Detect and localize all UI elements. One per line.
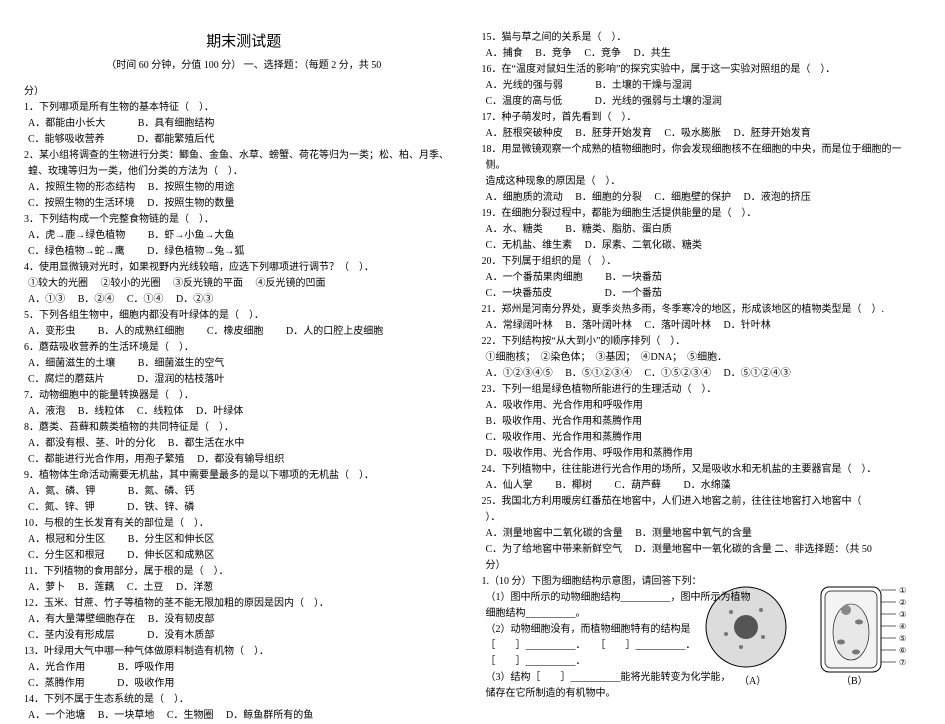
question-line: 17．种子萌发时，首先看到（ ）．: [482, 110, 922, 126]
option-line: C．氮、锌、钾 D．铁、锌、磷: [24, 500, 464, 516]
option-line: A．一个池塘 B．一块草地 C．生物圈 D．鲸鱼群所有的鱼: [24, 708, 464, 724]
cell-b-icon: ① ② ③ ④ ⑤ ⑥ ⑦: [821, 586, 906, 672]
question-line: 20．下列属于组织的是（ ）．: [482, 254, 922, 270]
option-line: A．①②③④⑤ B．⑤①②③④ C．①⑤②③④ D．⑤①②④③: [482, 366, 922, 382]
exam-subtitle: （时间 60 分钟，分值 100 分） 一、选择题：（每题 2 分，共 50: [24, 58, 464, 74]
svg-text:①: ①: [899, 586, 906, 595]
option-line: D．吸收作用、光合作用、呼吸作用和蒸腾作用: [482, 446, 922, 462]
option-line: A．一个番茄果肉细胞 B．一块番茄: [482, 270, 922, 286]
option-line: A．根冠和分生区 B．分生区和伸长区: [24, 532, 464, 548]
question-line: 19．在细胞分裂过程中，都能为细胞生活提供能量的是（ ）．: [482, 206, 922, 222]
option-line: A．氮、磷、钾 B．氮、磷、钙: [24, 484, 464, 500]
question-line: 22．下列结构按“从大到小”的顺序排列（ ）．: [482, 334, 922, 350]
question-line: 9．植物体生命活动需要无机盐，其中需要量最多的是以下哪项的无机盐（ ）．: [24, 468, 464, 484]
option-line: A．测量地窖中二氧化碳的含量 B．测量地窖中氧气的含量: [482, 526, 922, 542]
diagram-caption-b: （B）: [841, 675, 868, 687]
option-line: A．吸收作用、光合作用和呼吸作用: [482, 398, 922, 414]
option-line: 蝗、玫瑰等归为一类，他们分类的方法为（ ）．: [24, 164, 464, 180]
svg-text:③: ③: [899, 610, 906, 619]
question-line: 6．蘑菇吸收营养的生活环境是（ ）．: [24, 340, 464, 356]
option-line: C．按照生物的生活环境 D．按照生物的数量: [24, 196, 464, 212]
question-line: 7．动物细胞中的能量转换器是（ ）．: [24, 388, 464, 404]
option-line: A．细胞质的流动 B．细胞的分裂 C．细胞壁的保护 D．液泡的挤压: [482, 190, 922, 206]
option-line: A．液泡 B．线粒体 C．线粒体 D．叶绿体: [24, 404, 464, 420]
question-line: 2．某小组将调查的生物进行分类：鲫鱼、金鱼、水草、螃蟹、荷花等归为一类；松、柏、…: [24, 148, 464, 164]
question-line: 10．与根的生长发育有关的部位是（ ）．: [24, 516, 464, 532]
option-line: A．变形虫 B．人的成熟红细胞 C．橡皮细胞 D．人的口腔上皮细胞: [24, 324, 464, 340]
option-line: C．能够吸收营养 D．都能繁殖后代: [24, 132, 464, 148]
exam-title: 期末测试题: [24, 30, 464, 54]
question-line: 18．用显微镜观察一个成熟的植物细胞时，你会发现细胞核不在细胞的中央，而是位于细…: [482, 142, 922, 158]
option-line: A．虎→鹿→绿色植物 B．虾→小鱼→大鱼: [24, 228, 464, 244]
left-column-content: 1．下列哪项是所有生物的基本特征（ ）．A．都能由小长大 B．具有细胞结构C．能…: [24, 100, 464, 724]
option-line: 造成这种现象的原因是（ ）．: [482, 174, 922, 190]
option-line: A．仙人掌 B．椰树 C．葫芦藓 D．水绵藻: [482, 478, 922, 494]
option-line: C．一块番茄皮 D．一个番茄: [482, 286, 922, 302]
option-line: ①细胞核； ②染色体； ③基因； ④DNA； ⑤细胞．: [482, 350, 922, 366]
option-line: 侧。: [482, 158, 922, 174]
option-line: A．常绿阔叶林 B．落叶阔叶林 C．落叶阔叶林 D．针叶林: [482, 318, 922, 334]
question-line: 24．下列植物中，往往能进行光合作用的场所，又是吸收水和无机盐的主要器官是（ ）…: [482, 462, 922, 478]
option-line: A．①③ B．②④ C．①④ D．②③: [24, 292, 464, 308]
question-line: 11．下列植物的食用部分，属于根的是（ ）．: [24, 564, 464, 580]
question-line: 13．叶绿用大气中哪一种气体做原料制造有机物（ ）．: [24, 644, 464, 660]
question-line: 16．在“温度对鼠妇生活的影响”的探究实验中，属于这一实验对照组的是（ ）．: [482, 62, 922, 78]
option-line: C．为了给地窖中带来新鲜空气 D．测量地窖中一氧化碳的含量 二、非选择题：（共 …: [482, 542, 922, 558]
option-line: C．腐烂的蘑菇片 D．湿润的枯枝落叶: [24, 372, 464, 388]
option-line: ）．: [482, 510, 922, 526]
option-line: A．细菌滋生的土壤 B．细菌滋生的空气: [24, 356, 464, 372]
question-line: 3．下列结构成一个完整食物链的是（ ）．: [24, 212, 464, 228]
svg-text:⑦: ⑦: [899, 658, 906, 667]
question-line: 21．郑州是河南分界处，夏季炎热多雨，冬季寒冷的地区，形成该地区的植物类型是（ …: [482, 302, 922, 318]
option-line: C．都能进行光合作用，用孢子繁殖 D．都没有输导组织: [24, 452, 464, 468]
question-line: 4．使用显微镜对光时，如果视野内光线较暗，应选下列哪项进行调节？（ ）．: [24, 260, 464, 276]
question-line: 1．下列哪项是所有生物的基本特征（ ）．: [24, 100, 464, 116]
option-line: C．无机盐、维生素 D．尿素、二氧化碳、糖类: [482, 238, 922, 254]
question-line: 5．下列各组生物中，细胞内都没有叶绿体的是（ ）．: [24, 308, 464, 324]
option-line: ①较大的光圈 ②较小的光圈 ③反光镜的平面 ④反光镜的凹面: [24, 276, 464, 292]
subtitle-right: 一、选择题：（每题 2 分，共 50: [244, 60, 382, 71]
question-line: 8．蘑类、苔藓和蕨类植物的共同特征是（ ）．: [24, 420, 464, 436]
option-line: C．温度的高与低 D．光线的强弱与土壤的湿润: [482, 94, 922, 110]
option-line: C．茎内没有形成层 D．没有木质部: [24, 628, 464, 644]
subtitle-tail: 分）: [24, 84, 464, 100]
option-line: A．光合作用 B．呼吸作用: [24, 660, 464, 676]
option-line: C．吸收作用、光合作用和蒸腾作用: [482, 430, 922, 446]
diagram-caption-a: （A）: [739, 675, 766, 687]
subtitle-left: （时间 60 分钟，分值 100 分）: [106, 60, 241, 71]
right-column-top: 15．猫与草之间的关系是（ ）．A．捕食 B．竞争 C．竞争 D．共生16．在“…: [482, 30, 922, 574]
option-line: A．水、糖类 B．糖类、脂肪、蛋白质: [482, 222, 922, 238]
option-line: A．按照生物的形态结构 B．按照生物的用途: [24, 180, 464, 196]
svg-text:⑥: ⑥: [899, 646, 906, 655]
svg-text:②: ②: [899, 598, 906, 607]
option-line: B．吸收作用、光合作用和蒸腾作用: [482, 414, 922, 430]
option-line: A．光线的强与弱 B．土壤的干燥与湿润: [482, 78, 922, 94]
option-line: A．都没有根、茎、叶的分化 B．都生活在水中: [24, 436, 464, 452]
option-line: A．捕食 B．竞争 C．竞争 D．共生: [482, 46, 922, 62]
question-line: 23．下列一组是绿色植物所能进行的生理活动（ ）．: [482, 382, 922, 398]
question-line: 25．我国北方利用暖房红番茄在地窖中，人们进入地窖之前，往往往地窖打入地窖中（: [482, 494, 922, 510]
option-line: C．蒸腾作用 D．吸收作用: [24, 676, 464, 692]
question-line: 15．猫与草之间的关系是（ ）．: [482, 30, 922, 46]
option-line: C．分生区和根冠 D．伸长区和成熟区: [24, 548, 464, 564]
option-line: A．萝卜 B．莲藕 C．土豆 D．洋葱: [24, 580, 464, 596]
svg-text:⑤: ⑤: [899, 634, 906, 643]
option-line: A．胚根突破种皮 B．胚芽开始发育 C．吸水膨胀 D．胚芽开始发育: [482, 126, 922, 142]
question-line: 12．玉米、甘蔗、竹子等植物的茎不能无限加粗的原因是因内（ ）．: [24, 596, 464, 612]
option-line: A．都能由小长大 B．具有细胞结构: [24, 116, 464, 132]
option-line: C．绿色植物→蛇→鹰 D．绿色植物→兔→狐: [24, 244, 464, 260]
question-line: 14．下列不属于生态系统的是（ ）．: [24, 692, 464, 708]
option-line: A．有大量薄壁细胞存在 B．没有韧皮部: [24, 612, 464, 628]
svg-text:④: ④: [899, 622, 906, 631]
